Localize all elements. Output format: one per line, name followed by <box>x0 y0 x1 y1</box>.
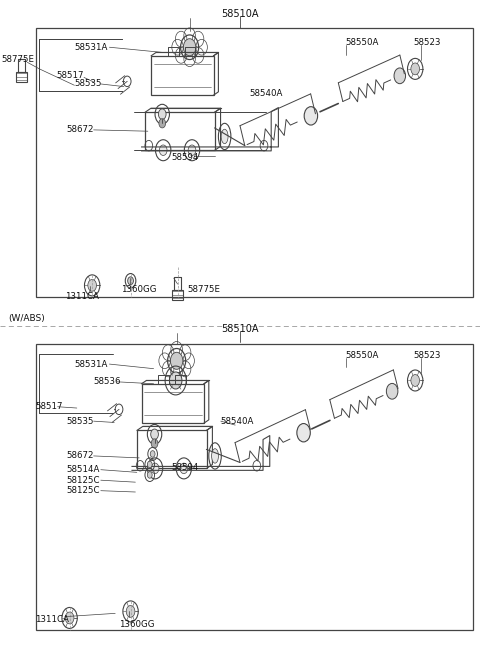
Text: 58594: 58594 <box>172 462 199 472</box>
Text: 58536: 58536 <box>94 377 121 386</box>
Bar <box>172 290 183 300</box>
Circle shape <box>151 463 159 474</box>
Text: 58775E: 58775E <box>187 285 220 295</box>
Bar <box>142 384 204 423</box>
Circle shape <box>411 375 420 386</box>
Text: 1360GG: 1360GG <box>119 620 155 629</box>
Text: 58550A: 58550A <box>346 351 379 360</box>
Circle shape <box>188 145 196 155</box>
Text: 1311CA: 1311CA <box>65 292 99 301</box>
Circle shape <box>147 472 152 478</box>
Bar <box>36 28 473 297</box>
Text: 58125C: 58125C <box>66 476 100 485</box>
Ellipse shape <box>212 449 218 463</box>
Text: 58594: 58594 <box>172 153 199 162</box>
Text: 58540A: 58540A <box>250 89 283 98</box>
Bar <box>137 430 206 468</box>
Circle shape <box>151 439 158 448</box>
Text: 58517: 58517 <box>35 402 62 411</box>
Circle shape <box>180 463 188 474</box>
Bar <box>145 112 215 150</box>
Circle shape <box>151 429 158 440</box>
Text: 58510A: 58510A <box>221 9 259 20</box>
Bar <box>16 72 27 82</box>
Text: 58672: 58672 <box>66 451 94 461</box>
Text: 1311CA: 1311CA <box>35 615 69 625</box>
Text: 58531A: 58531A <box>74 43 108 52</box>
Circle shape <box>147 461 152 468</box>
Text: 58517: 58517 <box>57 71 84 80</box>
Text: 58550A: 58550A <box>346 38 379 47</box>
Circle shape <box>304 107 318 125</box>
Text: 1360GG: 1360GG <box>121 285 157 295</box>
Text: 58775E: 58775E <box>1 54 35 64</box>
Circle shape <box>150 451 155 457</box>
Circle shape <box>411 63 420 75</box>
Text: 58535: 58535 <box>66 417 94 426</box>
Circle shape <box>159 145 167 155</box>
Text: 58514A: 58514A <box>66 465 100 474</box>
Circle shape <box>386 383 398 399</box>
Text: 58535: 58535 <box>74 79 102 89</box>
Circle shape <box>297 424 310 442</box>
Circle shape <box>394 68 406 84</box>
Text: 58531A: 58531A <box>74 359 108 369</box>
Circle shape <box>65 612 74 624</box>
Ellipse shape <box>221 129 228 144</box>
Circle shape <box>126 605 135 617</box>
Circle shape <box>128 277 133 285</box>
Circle shape <box>158 109 166 119</box>
Text: (W/ABS): (W/ABS) <box>9 314 46 323</box>
Text: 58510A: 58510A <box>221 324 259 335</box>
Circle shape <box>88 279 96 291</box>
Text: 58523: 58523 <box>414 351 441 360</box>
Circle shape <box>169 372 182 389</box>
Bar <box>36 344 473 630</box>
Circle shape <box>159 119 166 128</box>
Text: 58125C: 58125C <box>66 486 100 495</box>
Bar <box>18 59 25 72</box>
Text: 58540A: 58540A <box>221 417 254 426</box>
Text: 58523: 58523 <box>414 38 441 47</box>
Circle shape <box>183 39 196 56</box>
Bar <box>174 277 181 290</box>
Circle shape <box>170 352 183 369</box>
Text: 58672: 58672 <box>66 125 94 134</box>
Bar <box>151 56 214 95</box>
